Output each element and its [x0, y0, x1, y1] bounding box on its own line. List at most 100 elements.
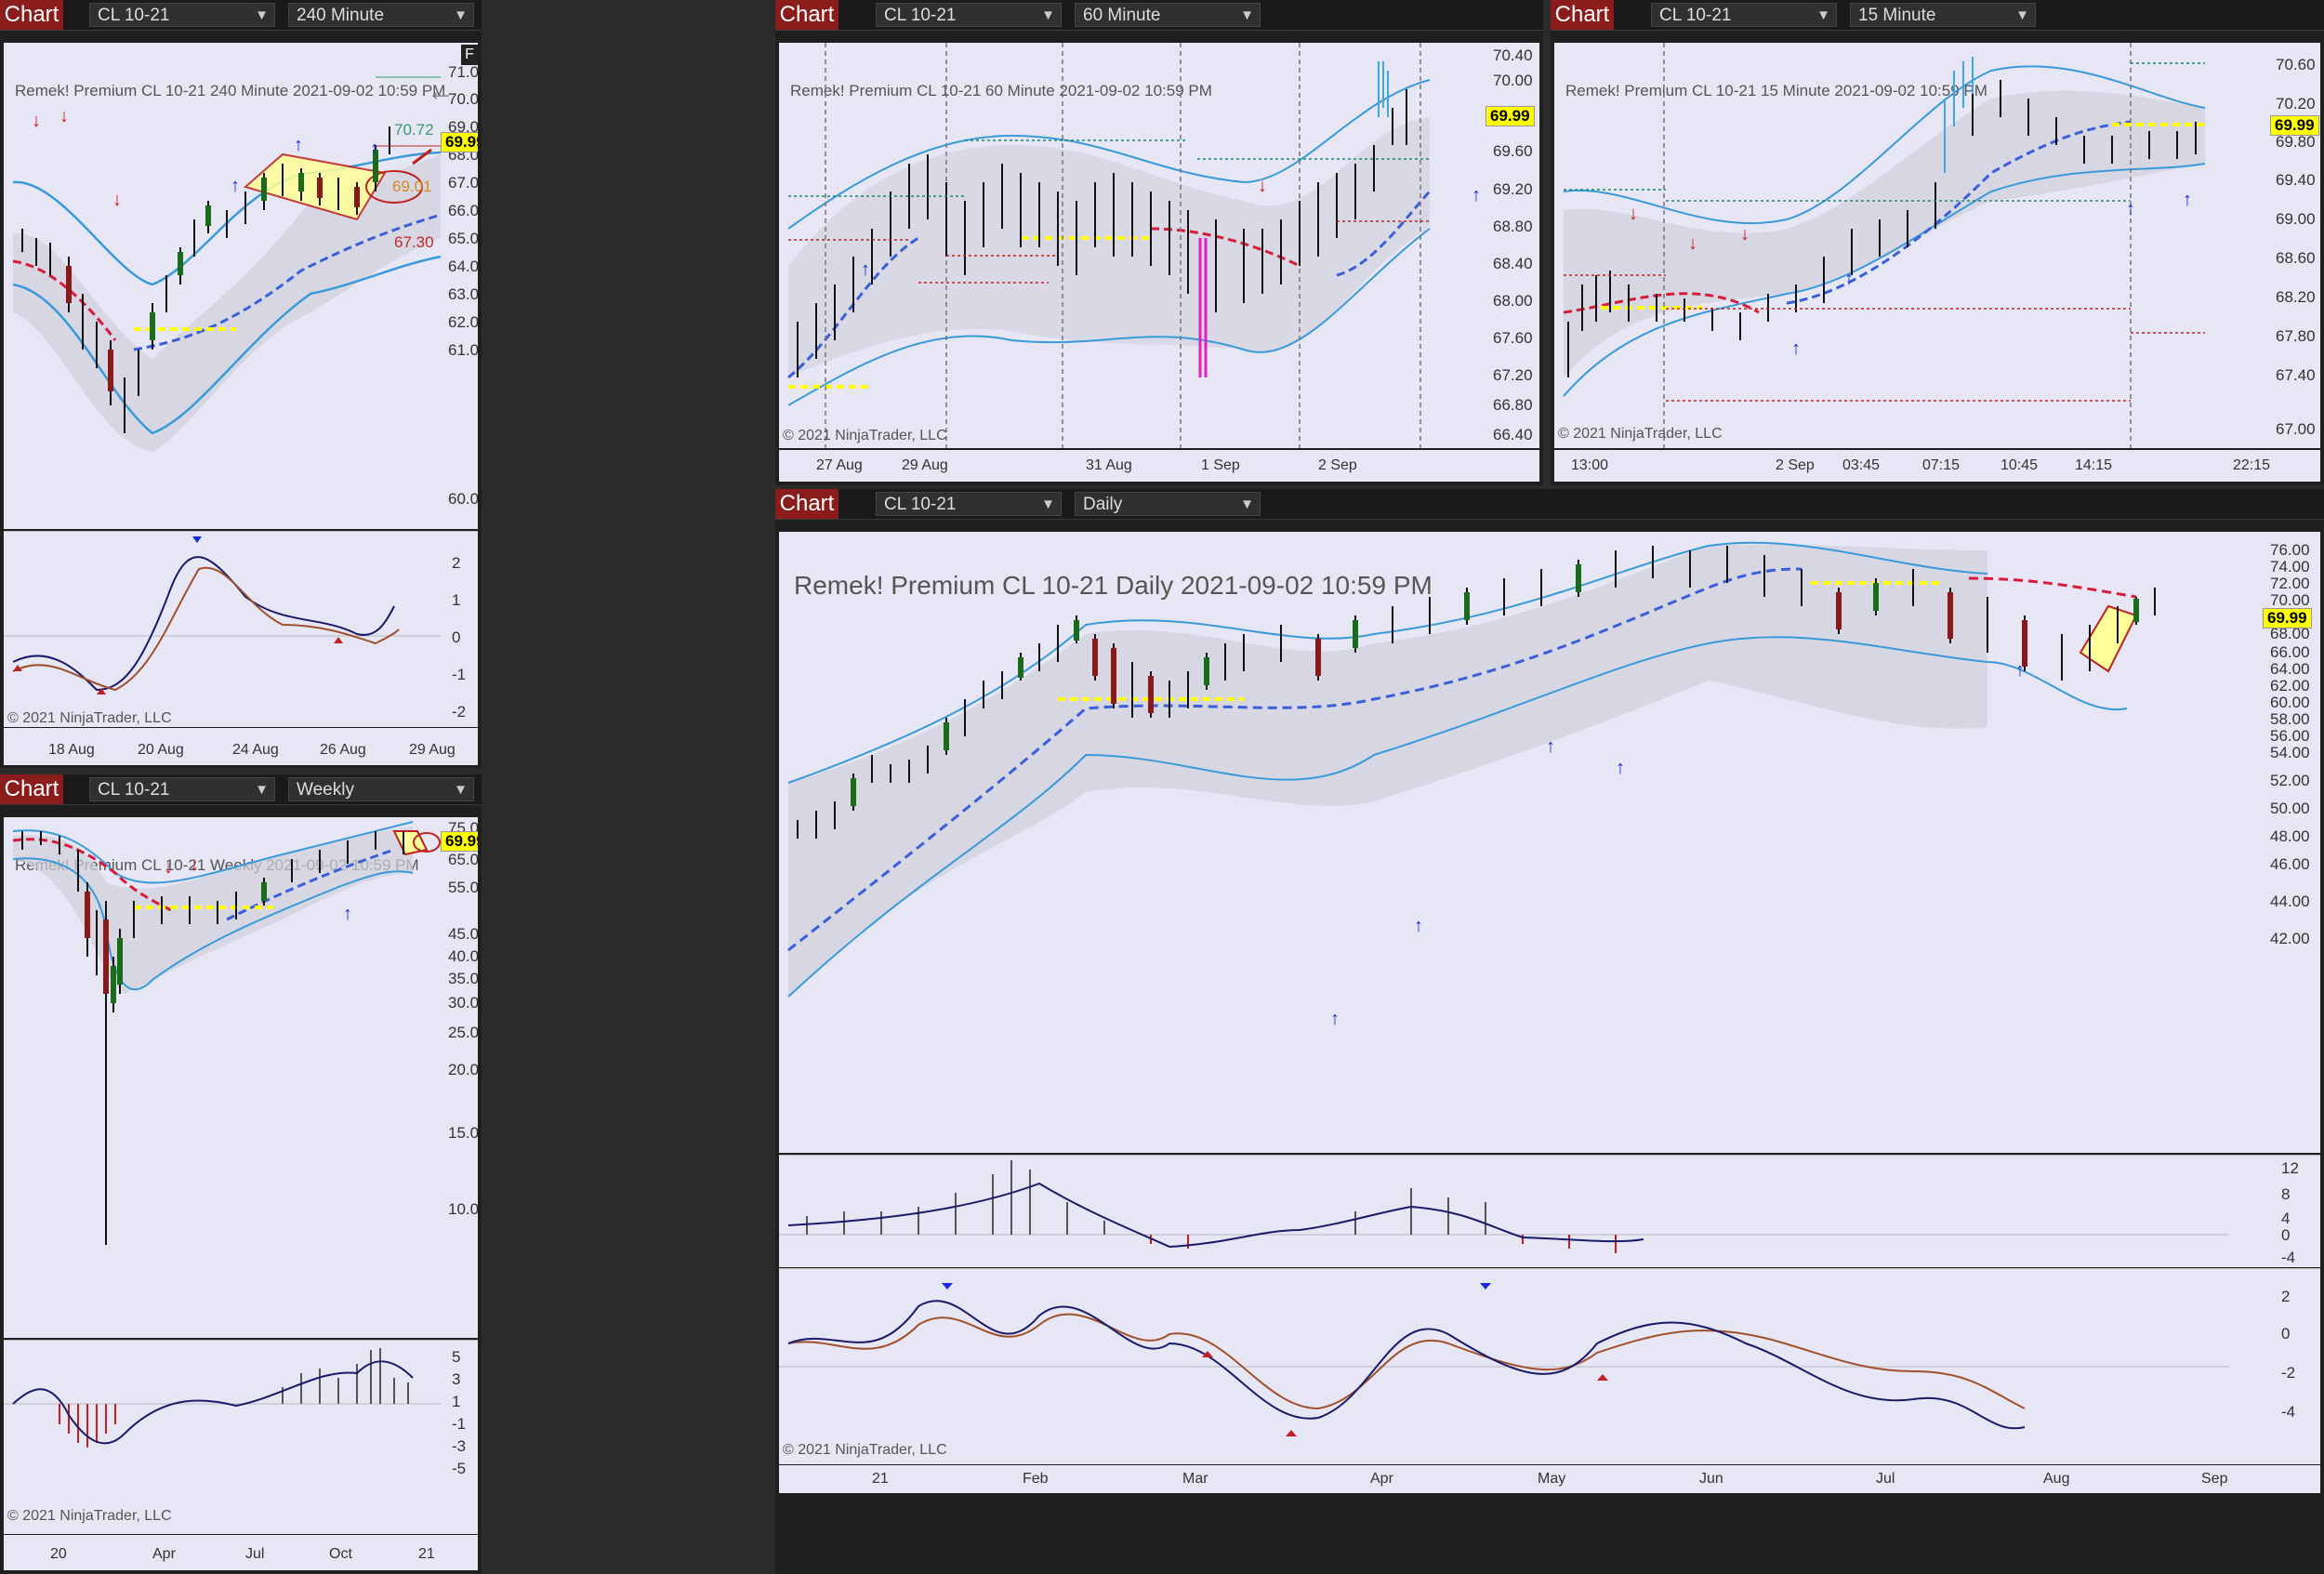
price-panel[interactable]: Remek! Premium CL 10-21 240 Minute 2021-… — [4, 43, 478, 529]
osc-axis-label: 0 — [452, 628, 461, 646]
x-axis-label: 31 Aug — [1086, 457, 1132, 473]
svg-text:↓: ↓ — [1740, 224, 1750, 245]
chevron-down-icon: ▼ — [454, 7, 468, 23]
osc-axis-label: 1 — [452, 1393, 461, 1410]
chart-menu-button[interactable]: Chart — [0, 774, 63, 804]
y-axis-label: 68.00 — [1493, 292, 1533, 310]
x-axis-label: 03:45 — [1842, 457, 1881, 473]
svg-text:↓: ↓ — [164, 857, 173, 878]
chevron-down-icon: ▼ — [1240, 7, 1254, 23]
chart-menu-button[interactable]: Chart — [775, 0, 838, 30]
x-axis-label: 10:45 — [2000, 457, 2039, 473]
y-axis-label: 25.00 — [448, 1024, 478, 1041]
y-axis-label: 45.00 — [448, 925, 478, 943]
x-axis-label: 20 — [50, 1546, 67, 1562]
histogram-panel[interactable]: 12 8 4 0 -4 — [779, 1155, 2320, 1267]
osc-axis-label: 2 — [452, 554, 461, 572]
osc-axis-label: 3 — [452, 1370, 461, 1388]
chart-window-weekly: Chart CL 10-21 ▼ Weekly ▼ Remek! Premium C… — [0, 774, 482, 1574]
osc-axis-label: -1 — [452, 1415, 467, 1433]
copyright-text: © 2021 NinjaTrader, LLC — [783, 428, 947, 443]
price-panel[interactable]: Remek! Premium CL 10-21 Daily 2021-09-02… — [779, 532, 2320, 1153]
svg-text:↑: ↑ — [861, 259, 870, 280]
osc-axis-label: 2 — [2281, 1288, 2291, 1305]
x-axis-label: Jul — [245, 1546, 265, 1562]
chart-window-15min: Chart CL 10-21 ▼ 15 Minute ▼ Remek! Premiu… — [1551, 0, 2324, 485]
y-axis-label: 50.00 — [2270, 800, 2310, 817]
y-axis-label: 67.80 — [2276, 327, 2316, 345]
f-button[interactable]: F — [461, 45, 478, 65]
instrument-selector[interactable]: CL 10-21 ▼ — [89, 777, 275, 801]
price-panel[interactable]: Remek! Premium CL 10-21 Weekly 2021-09-0… — [4, 817, 478, 1338]
chevron-down-icon: ▼ — [1041, 496, 1055, 512]
x-axis-label: 1 Sep — [1201, 457, 1240, 473]
svg-text:↓: ↓ — [1258, 176, 1267, 196]
chart-menu-button[interactable]: Chart — [0, 0, 63, 30]
interval-selector[interactable]: 240 Minute ▼ — [288, 3, 474, 27]
interval-value: 60 Minute — [1083, 6, 1161, 25]
copyright-text: © 2021 NinjaTrader, LLC — [783, 1442, 947, 1458]
chart-menu-button[interactable]: Chart — [1551, 0, 1614, 30]
svg-text:←: ← — [427, 76, 455, 107]
instrument-value: CL 10-21 — [1659, 6, 1732, 25]
chevron-down-icon: ▼ — [1041, 7, 1055, 23]
instrument-value: CL 10-21 — [98, 6, 170, 25]
x-axis-label: 20 Aug — [138, 742, 184, 758]
instrument-selector[interactable]: CL 10-21 ▼ — [876, 3, 1062, 27]
y-axis-label: 46.00 — [2270, 855, 2310, 873]
y-axis-label: 70.40 — [1493, 46, 1533, 64]
y-axis-label: 68.40 — [1493, 255, 1533, 272]
y-axis-label: 62.00 — [2270, 677, 2310, 694]
price-chart-canvas: ↓ ↓ ↓ ↑ ↑ ↑ ← — [12, 76, 455, 452]
interval-selector[interactable]: 60 Minute ▼ — [1075, 3, 1261, 27]
y-axis-label: 69.00 — [2276, 210, 2316, 228]
x-axis-label: 27 Aug — [816, 457, 863, 473]
x-axis-label: 13:00 — [1571, 457, 1609, 473]
oscillator-panel[interactable]: 5 3 1 -1 -3 -5 © 2021 NinjaTrader, LLC — [4, 1340, 478, 1534]
price-panel[interactable]: Remek! Premium CL 10-21 15 Minute 2021-0… — [1554, 43, 2320, 448]
y-axis-label: 67.40 — [2276, 366, 2316, 384]
y-axis-label: 20.00 — [448, 1061, 478, 1078]
y-axis-label: 35.00 — [448, 970, 478, 987]
y-axis-label: 69.40 — [2276, 171, 2316, 189]
x-axis-label: 29 Aug — [409, 742, 456, 758]
svg-text:↑: ↑ — [370, 139, 379, 159]
instrument-selector[interactable]: CL 10-21 ▼ — [89, 3, 275, 27]
chart-menu-button[interactable]: Chart — [775, 489, 838, 519]
y-axis-label: 63.00 — [448, 285, 478, 303]
oscillator-panel[interactable]: 2 0 -2 -4 © 2021 NinjaTrader, LLC — [779, 1268, 2320, 1464]
x-axis-label: 18 Aug — [48, 742, 95, 758]
last-price-tag: 69.99 — [2270, 115, 2319, 136]
chart-toolbar: Chart CL 10-21 ▼ 60 Minute ▼ — [775, 0, 1543, 31]
y-axis-label: 42.00 — [2270, 930, 2310, 947]
y-axis-label: 62.00 — [448, 313, 478, 331]
chart-title: Remek! Premium CL 10-21 Daily 2021-09-02… — [794, 571, 1433, 600]
price-panel[interactable]: Remek! Premium CL 10-21 60 Minute 2021-0… — [779, 43, 1539, 448]
x-axis-label: 21 — [872, 1471, 889, 1487]
y-axis-label: 69.60 — [1493, 142, 1533, 160]
x-axis-label: Mar — [1182, 1471, 1208, 1487]
instrument-selector[interactable]: CL 10-21 ▼ — [1651, 3, 1837, 27]
interval-value: 240 Minute — [297, 6, 385, 25]
interval-selector[interactable]: Daily ▼ — [1075, 492, 1261, 516]
x-axis-label: Jun — [1699, 1471, 1723, 1487]
svg-text:↑: ↑ — [294, 135, 303, 155]
oscillator-panel[interactable]: 2 1 0 -1 -2 © 2021 NinjaTrader, LLC — [4, 531, 478, 727]
osc-axis-label: -2 — [452, 703, 467, 721]
instrument-selector[interactable]: CL 10-21 ▼ — [876, 492, 1062, 516]
svg-text:↑: ↑ — [2183, 190, 2192, 210]
y-axis-label: 69.20 — [1493, 180, 1533, 198]
interval-selector[interactable]: Weekly ▼ — [288, 777, 474, 801]
chart-window-240min: Chart CL 10-21 ▼ 240 Minute ▼ Remek! Premi… — [0, 0, 482, 768]
time-axis: 13:00 2 Sep 03:45 07:15 10:45 14:15 22:1… — [1554, 450, 2320, 482]
last-price-tag: 69.99 — [441, 831, 478, 852]
y-axis-label: 70.60 — [2276, 56, 2316, 73]
copyright-text: © 2021 NinjaTrader, LLC — [7, 1508, 172, 1524]
x-axis-label: Jul — [1876, 1471, 1895, 1487]
y-axis-label: 68.60 — [2276, 249, 2316, 267]
osc-axis-label: -5 — [452, 1460, 467, 1477]
y-axis-label: 74.00 — [2270, 558, 2310, 575]
svg-text:↑: ↑ — [2126, 199, 2135, 219]
chart-toolbar: Chart CL 10-21 ▼ 15 Minute ▼ — [1551, 0, 2324, 31]
interval-selector[interactable]: 15 Minute ▼ — [1850, 3, 2036, 27]
